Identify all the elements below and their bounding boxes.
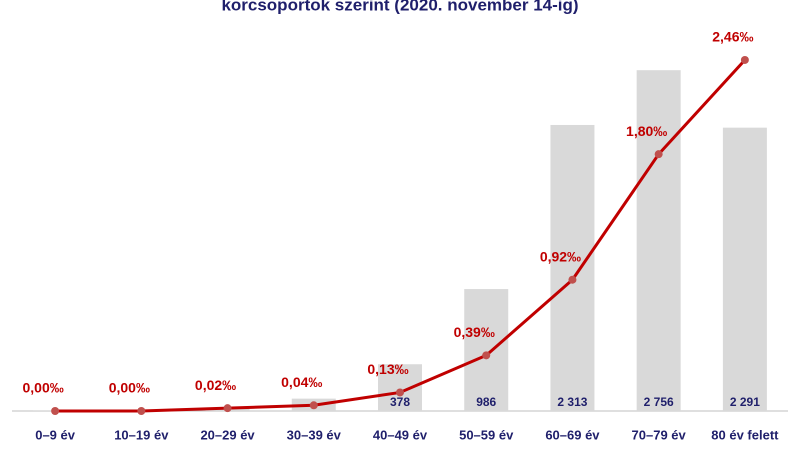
line-point (482, 351, 491, 360)
line-point (568, 275, 577, 284)
line-value-label: 1,80‰ (626, 123, 667, 139)
x-tick-label: 30–39 év (287, 427, 342, 442)
line-value-label: 2,46‰ (712, 29, 753, 45)
x-tick-label: 70–79 év (632, 427, 687, 442)
bar-value-label: 2 756 (644, 395, 674, 409)
line-point (51, 407, 60, 415)
x-tick-label: 60–69 év (545, 427, 600, 442)
chart-title: korcsoportok szerint (2020. november 14-… (221, 0, 578, 14)
x-tick-label: 20–29 év (200, 427, 255, 442)
line-point (223, 404, 232, 413)
bar-value-label: 986 (476, 395, 496, 409)
line-value-label: 0,00‰ (22, 380, 63, 396)
x-tick-label: 50–59 év (459, 427, 514, 442)
line-point (740, 55, 749, 64)
line-value-label: 0,39‰ (454, 324, 495, 340)
bar (722, 127, 767, 412)
line-point (654, 150, 663, 159)
bar (550, 124, 595, 412)
bar (636, 70, 681, 411)
x-tick-label: 0–9 év (35, 427, 76, 442)
x-tick-label: 10–19 év (114, 427, 169, 442)
line-point (396, 388, 404, 397)
bar (464, 289, 509, 411)
line-value-label: 0,13‰ (367, 361, 408, 377)
line-point (309, 401, 318, 410)
line-point (137, 407, 146, 415)
line-value-label: 0,02‰ (195, 377, 236, 393)
bar-value-label: 2 291 (730, 395, 760, 409)
bar-value-label: 378 (390, 395, 410, 409)
line-value-label: 0,92‰ (540, 248, 581, 264)
x-tick-label: 80 év felett (711, 427, 779, 442)
bar-value-label: 2 313 (557, 395, 587, 409)
line-value-label: 0,00‰ (109, 380, 150, 396)
line-value-label: 0,04‰ (281, 374, 322, 390)
x-tick-label: 40–49 év (373, 427, 428, 442)
